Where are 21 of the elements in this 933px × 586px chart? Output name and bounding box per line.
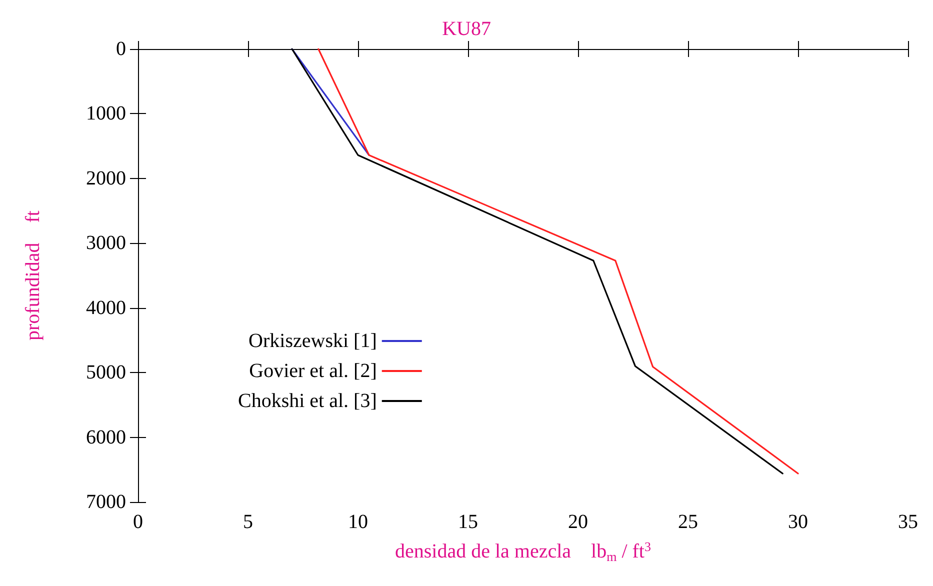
legend-label: Chokshi et al. [3] (238, 390, 377, 412)
y-tick-label: 4000 (86, 296, 126, 319)
x-tick-label: 5 (243, 511, 253, 533)
x-tick-label: 35 (898, 511, 918, 533)
y-tick-label: 5000 (86, 362, 126, 384)
y-tick-label: 2000 (86, 167, 126, 190)
y-tick-label: 7000 (86, 491, 126, 513)
x-tick-label: 20 (568, 511, 588, 533)
y-tick-label: 0 (116, 38, 126, 60)
x-tick-label: 25 (678, 511, 698, 533)
x-tick-label: 10 (348, 511, 368, 533)
chart-title: KU87 (442, 18, 491, 40)
x-tick-label: 30 (788, 511, 808, 533)
legend-label: Orkiszewski [1] (248, 330, 377, 352)
legend-label: Govier et al. [2] (249, 360, 377, 382)
y-tick-label: 1000 (86, 102, 126, 125)
y-axis-title: profundidad ft (22, 210, 44, 340)
x-tick-label: 0 (133, 511, 143, 533)
x-tick-label: 15 (458, 511, 478, 533)
y-tick-label: 3000 (86, 232, 126, 254)
y-tick-label: 6000 (86, 426, 126, 448)
